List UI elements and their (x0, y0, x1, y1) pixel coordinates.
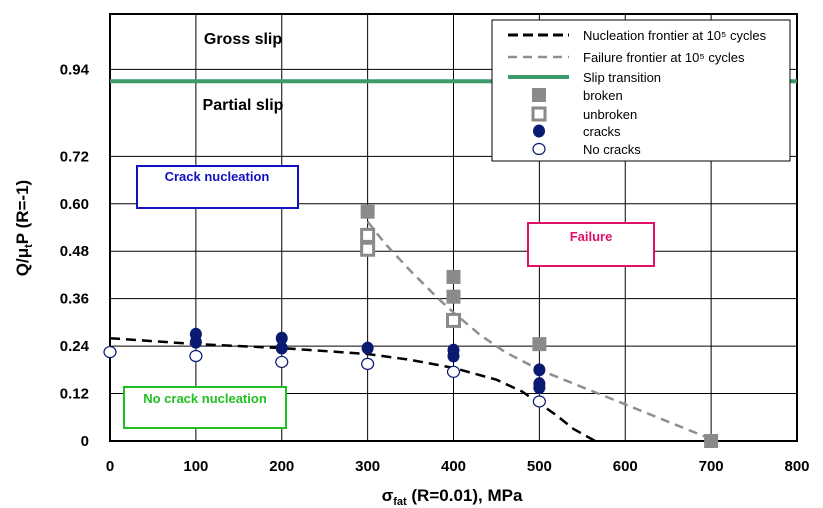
legend-unbroken-symbol (531, 106, 547, 122)
legend-nucleation-frontier-label: Nucleation frontier at 10⁵ cycles (583, 28, 767, 43)
unbroken-point (360, 241, 376, 257)
legend-failure-frontier-label: Failure frontier at 10⁵ cycles (583, 50, 745, 65)
legend-slip-transition-label: Slip transition (583, 70, 661, 85)
y-tick-label: 0.94 (60, 61, 90, 78)
y-tick-label: 0.72 (60, 148, 89, 165)
legend-no-cracks-symbol (532, 142, 546, 156)
legend-no-cracks-label: No cracks (583, 142, 641, 157)
failure-label: Failure (570, 229, 613, 244)
no-crack-nucleation-box: No crack nucleation (123, 386, 287, 429)
failure-frame (527, 222, 655, 267)
broken-point (532, 337, 547, 352)
x-tick-label: 700 (699, 458, 724, 475)
legend-unbroken: unbroken (531, 106, 637, 122)
y-tick-label: 0.60 (60, 196, 89, 213)
no-crack-nucleation-frame (123, 386, 287, 429)
broken-point (360, 204, 375, 219)
plot-frame (109, 13, 798, 442)
legend-unbroken-label: unbroken (583, 107, 637, 122)
y-tick-label: 0.12 (60, 386, 89, 403)
legend-failure-frontier: Failure frontier at 10⁵ cycles (508, 50, 745, 65)
cracks-point (533, 381, 546, 395)
cracks-point (275, 341, 288, 355)
legend: Nucleation frontier at 10⁵ cycles Failure… (491, 19, 791, 162)
legend-cracks-label: cracks (583, 124, 621, 139)
cracks-point (533, 363, 546, 377)
broken-point (704, 434, 719, 448)
no-cracks-point (189, 349, 203, 363)
legend-nucleation-frontier: Nucleation frontier at 10⁵ cycles (508, 28, 767, 43)
crack-nucleation-box: Crack nucleation (136, 165, 299, 209)
gross-slip-label: Gross slip (204, 31, 282, 48)
x-tick-label: 600 (613, 458, 638, 475)
y-axis-title: Q/μtP (R=-1) (13, 180, 35, 276)
legend-broken-label: broken (583, 88, 623, 103)
no-crack-nucleation-label: No crack nucleation (143, 391, 267, 406)
x-tick-label: 100 (183, 458, 208, 475)
y-tick-label: 0 (81, 433, 89, 450)
unbroken-point (446, 312, 461, 328)
no-cracks-point (532, 395, 546, 408)
ticks-layer: 0 100 200 300 400 500 600 700 800 0 0.12 0.24 0.36 0.… (60, 61, 810, 475)
x-tick-label: 400 (441, 458, 466, 475)
cracks-point (275, 331, 288, 345)
legend-slip-transition: Slip transition (508, 70, 661, 85)
legend-cracks-symbol (533, 124, 545, 138)
legend-no-cracks: No cracks (532, 142, 641, 157)
failure-box: Failure (527, 222, 655, 267)
cracks-point (447, 349, 460, 363)
cracks-point (189, 335, 202, 349)
x-tick-label: 300 (355, 458, 380, 475)
x-tick-label: 200 (269, 458, 294, 475)
unbroken-point (360, 227, 376, 243)
x-tick-label: 500 (527, 458, 552, 475)
broken-point (446, 289, 461, 304)
legend-cracks: cracks (533, 124, 621, 139)
x-axis-title: σfat (R=0.01), MPa (382, 486, 523, 508)
x-tick-label: 800 (784, 458, 809, 475)
no-cracks-point (275, 355, 289, 369)
y-tick-label: 0.24 (60, 338, 90, 355)
crack-nucleation-label: Crack nucleation (165, 169, 270, 184)
broken-point (446, 269, 461, 284)
cracks-point (361, 341, 374, 355)
partial-slip-label: Partial slip (203, 97, 284, 114)
y-tick-label: 0.36 (60, 291, 89, 308)
y-tick-label: 0.48 (60, 243, 89, 260)
failure-frontier-line (366, 220, 712, 441)
legend-broken-symbol (532, 88, 546, 102)
no-cracks-point (361, 357, 375, 371)
no-cracks-point (446, 365, 461, 378)
x-tick-label: 0 (106, 458, 114, 475)
crack-nucleation-frame (136, 165, 299, 209)
no-cracks-point (103, 345, 117, 359)
legend-broken: broken (532, 88, 623, 103)
